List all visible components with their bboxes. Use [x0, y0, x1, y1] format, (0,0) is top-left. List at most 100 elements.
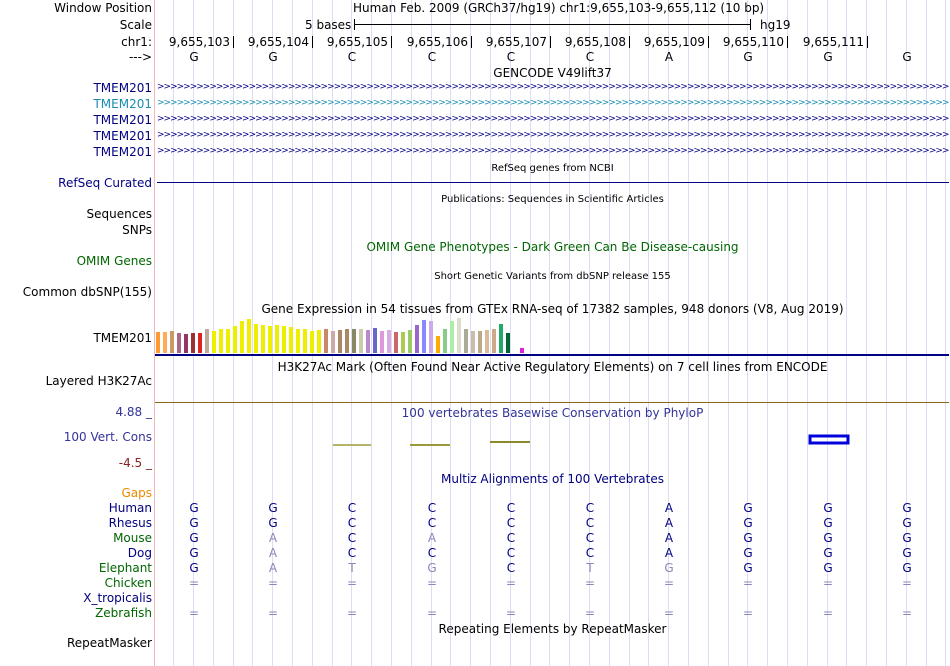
phylop-signal[interactable]	[155, 428, 950, 452]
gencode-transcript-5[interactable]: >>>>>>>>>>>>>>>>>>>>>>>>>>>>>>>>>>>>>>>>…	[157, 147, 949, 156]
gtex-tissue-bar[interactable]	[254, 324, 258, 353]
gtex-gene-line[interactable]	[155, 354, 949, 356]
strand-label[interactable]: --->	[128, 50, 152, 64]
gtex-tissue-bar[interactable]	[324, 329, 328, 353]
gtex-tissue-bar[interactable]	[233, 326, 237, 353]
gtex-tissue-bar[interactable]	[303, 329, 307, 353]
scale-label[interactable]: Scale	[119, 18, 152, 32]
gencode-gene-label-4[interactable]: TMEM201	[93, 129, 152, 143]
gtex-tissue-bar[interactable]	[247, 319, 251, 353]
gtex-tissue-bar[interactable]	[275, 325, 279, 353]
species-label[interactable]: Zebrafish	[95, 606, 152, 620]
species-label[interactable]: Elephant	[98, 561, 152, 575]
grid-line	[767, 0, 768, 666]
gtex-tissue-bar[interactable]	[184, 334, 188, 353]
gtex-tissue-bar[interactable]	[471, 331, 475, 353]
gtex-tissue-bar[interactable]	[212, 331, 216, 353]
species-label[interactable]: Human	[108, 501, 152, 515]
gtex-tissue-bar[interactable]	[387, 330, 391, 353]
gtex-tissue-bar[interactable]	[380, 331, 384, 353]
omim-label[interactable]: OMIM Genes	[76, 254, 152, 268]
refseq-gene-line[interactable]	[157, 182, 949, 183]
grid-line	[510, 0, 511, 666]
gtex-tissue-bar[interactable]	[429, 321, 433, 353]
gtex-tissue-bar[interactable]	[191, 333, 195, 353]
gtex-tissue-bar[interactable]	[198, 333, 202, 353]
alignment-base: T	[586, 561, 594, 575]
species-label[interactable]: Mouse	[113, 531, 152, 545]
alignment-base: =	[346, 576, 358, 590]
species-label[interactable]: Rhesus	[108, 516, 152, 530]
alignment-base: =	[901, 606, 913, 620]
gtex-tissue-bar[interactable]	[485, 330, 489, 353]
gtex-tissue-bar[interactable]	[422, 320, 426, 353]
species-label[interactable]: Chicken	[104, 576, 152, 590]
gtex-tissue-bar[interactable]	[268, 326, 272, 353]
gtex-tissue-bar[interactable]	[345, 329, 349, 353]
gtex-tissue-bar[interactable]	[464, 329, 468, 353]
gtex-tissue-bar[interactable]	[310, 331, 314, 353]
gtex-tissue-bar[interactable]	[261, 325, 265, 353]
alignment-base: =	[267, 576, 279, 590]
gtex-tissue-bar[interactable]	[373, 328, 377, 353]
gtex-tissue-bar[interactable]	[415, 325, 419, 353]
gencode-gene-label-2[interactable]: TMEM201	[93, 97, 152, 111]
gencode-transcript-1[interactable]: >>>>>>>>>>>>>>>>>>>>>>>>>>>>>>>>>>>>>>>>…	[157, 83, 949, 92]
gencode-transcript-4[interactable]: >>>>>>>>>>>>>>>>>>>>>>>>>>>>>>>>>>>>>>>>…	[157, 131, 949, 140]
gencode-gene-label-1[interactable]: TMEM201	[93, 81, 152, 95]
gtex-tissue-bar[interactable]	[401, 332, 405, 353]
species-label[interactable]: Dog	[127, 546, 152, 560]
gtex-tissue-bar[interactable]	[478, 331, 482, 353]
dbsnp-label[interactable]: Common dbSNP(155)	[22, 285, 152, 299]
alignment-base: C	[347, 546, 357, 560]
sequence-base: C	[506, 50, 516, 64]
gtex-tissue-bar[interactable]	[492, 329, 496, 353]
repeatmasker-label[interactable]: RepeatMasker	[66, 636, 152, 650]
chrom-label[interactable]: chr1:	[121, 35, 152, 49]
h3k27ac-label[interactable]: Layered H3K27Ac	[45, 374, 152, 388]
gtex-tissue-bar[interactable]	[338, 330, 342, 353]
gtex-tissue-bar[interactable]	[450, 321, 454, 353]
gencode-transcript-2[interactable]: >>>>>>>>>>>>>>>>>>>>>>>>>>>>>>>>>>>>>>>>…	[157, 99, 949, 108]
gtex-tissue-bar[interactable]	[170, 331, 174, 353]
gtex-tissue-bar[interactable]	[506, 333, 510, 353]
gencode-gene-label-5[interactable]: TMEM201	[93, 145, 152, 159]
gtex-tissue-bar[interactable]	[205, 329, 209, 353]
gtex-tissue-bar[interactable]	[177, 333, 181, 353]
gencode-transcript-3[interactable]: >>>>>>>>>>>>>>>>>>>>>>>>>>>>>>>>>>>>>>>>…	[157, 115, 949, 124]
gencode-gene-label-3[interactable]: TMEM201	[93, 113, 152, 127]
gtex-tissue-bar[interactable]	[163, 332, 167, 353]
gtex-tissue-bar[interactable]	[408, 330, 412, 353]
gtex-tissue-bar[interactable]	[240, 321, 244, 353]
gtex-tissue-bar[interactable]	[443, 329, 447, 353]
gtex-tissue-bar[interactable]	[317, 330, 321, 353]
gtex-tissue-bar[interactable]	[289, 327, 293, 353]
gtex-tissue-bar[interactable]	[366, 330, 370, 353]
gtex-tissue-bar[interactable]	[331, 331, 335, 353]
cons-label[interactable]: 100 Vert. Cons	[63, 430, 152, 444]
gtex-tissue-bar[interactable]	[359, 329, 363, 353]
gtex-tissue-bar[interactable]	[282, 326, 286, 353]
gtex-tissue-bar[interactable]	[219, 329, 223, 353]
gtex-tissue-bar[interactable]	[499, 324, 503, 353]
refseq-label[interactable]: RefSeq Curated	[58, 176, 152, 190]
species-label[interactable]: X_tropicalis	[83, 591, 152, 605]
gtex-gene-label[interactable]: TMEM201	[93, 331, 152, 345]
sequences-label[interactable]: Sequences	[86, 207, 152, 221]
gaps-label[interactable]: Gaps	[121, 486, 152, 500]
snps-label[interactable]: SNPs	[122, 223, 152, 237]
window-position-label[interactable]: Window Position	[54, 1, 152, 15]
alignment-base: C	[585, 501, 595, 515]
gtex-tissue-bar[interactable]	[436, 336, 440, 353]
gtex-tissue-bar[interactable]	[520, 348, 524, 353]
gtex-tissue-bar[interactable]	[352, 329, 356, 353]
gtex-tissue-bar[interactable]	[296, 329, 300, 353]
gtex-tissue-bar[interactable]	[394, 332, 398, 353]
gtex-tissue-bar[interactable]	[513, 329, 517, 353]
gtex-tissue-bar[interactable]	[226, 329, 230, 353]
coordinate-tick	[391, 36, 392, 48]
gtex-tissue-bar[interactable]	[156, 332, 160, 353]
gtex-tissue-bar[interactable]	[457, 318, 461, 353]
gtex-bar-chart[interactable]	[155, 317, 535, 353]
grid-line	[886, 0, 887, 666]
